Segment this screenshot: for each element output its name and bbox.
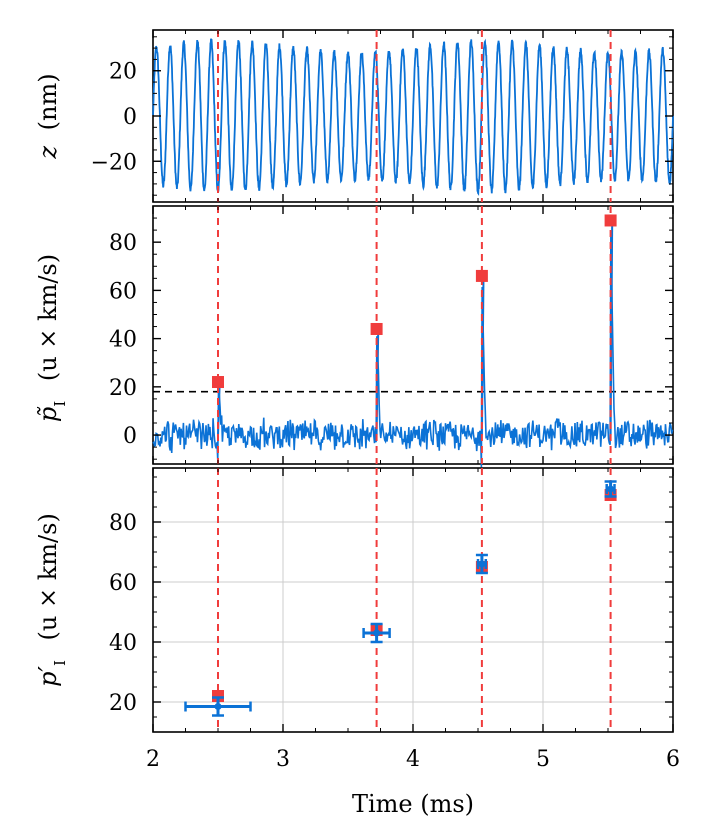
xtick-label: 4	[406, 747, 420, 772]
peak-marker	[604, 214, 617, 227]
panel-top-ylabel-symbol: z	[34, 146, 62, 160]
ytick-label: 20	[109, 60, 137, 85]
peak-marker	[212, 376, 224, 389]
panel-bottom-ylabel: p′I (u × km/s)	[34, 513, 69, 687]
xtick-label: 2	[146, 747, 160, 772]
ytick-label: −20	[91, 150, 137, 175]
ytick-label: 40	[109, 631, 137, 656]
panel-top-plot	[152, 30, 674, 202]
peak-spike	[480, 280, 485, 436]
measurement-point	[607, 485, 615, 493]
xtick-label: 6	[666, 747, 680, 772]
measurement-point	[373, 629, 381, 637]
panel-middle-ylabel-unit: (u × km/s)	[34, 254, 62, 381]
panel-middle-ticks: 0 20 40 60 80	[109, 205, 674, 464]
panel-top-ticks: −20 0 20	[91, 30, 674, 202]
xtick-label: 5	[536, 747, 550, 772]
panel-middle-plot	[152, 206, 674, 468]
panel-bottom-plot	[153, 468, 673, 732]
panel-top-ylabel: z (nm)	[34, 73, 62, 159]
panel-bottom-ylabel-unit: (u × km/s)	[34, 513, 62, 640]
ytick-label: 20	[109, 691, 137, 716]
panel-middle-ylabel-subscript: I	[51, 401, 69, 407]
panel-middle-ylabel-symbol: p̃	[34, 406, 62, 422]
xtick-label: 3	[276, 747, 290, 772]
ytick-label: 0	[123, 424, 137, 449]
reference-point	[212, 690, 224, 702]
panel-middle: 0 20 40 60 80 p̃I (u × km/s)	[34, 205, 674, 468]
z-trace-line	[152, 38, 674, 196]
ytick-label: 60	[109, 279, 137, 304]
ytick-label: 80	[109, 231, 137, 256]
peak-spike	[375, 333, 380, 436]
panel-bottom-xlabel: Time (ms)	[352, 790, 474, 818]
ytick-label: 40	[109, 328, 137, 353]
panel-bottom-ticks: 20 40 60 80 2 3 4 5 6	[109, 468, 680, 772]
ytick-label: 60	[109, 571, 137, 596]
panel-middle-frame	[152, 205, 674, 465]
measurement-point	[478, 560, 486, 568]
peak-marker	[370, 322, 383, 335]
panel-bottom: 20 40 60 80 2 3 4 5 6 p′I (u × km/s) Time (ms)	[34, 467, 680, 818]
panel-bottom-ylabel-symbol: p′	[34, 665, 62, 686]
measurement-point	[214, 703, 222, 710]
peak-marker	[475, 269, 488, 282]
ytick-label: 80	[109, 511, 137, 536]
ytick-label: 0	[123, 105, 137, 130]
momentum-trace-line	[152, 235, 674, 468]
ytick-label: 20	[109, 376, 137, 401]
panel-top: −20 0 20 z (nm)	[34, 29, 674, 203]
panel-top-ylabel-unit: (nm)	[34, 73, 62, 130]
panel-bottom-ylabel-subscript: I	[51, 660, 69, 666]
panel-middle-ylabel: p̃I (u × km/s)	[34, 254, 69, 422]
